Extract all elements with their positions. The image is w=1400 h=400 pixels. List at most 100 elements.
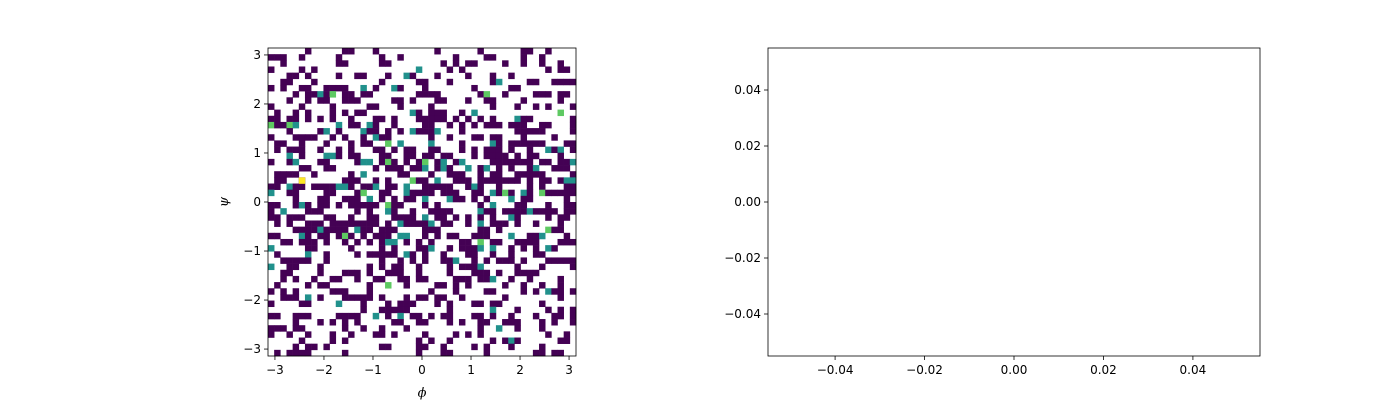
histogram-bin xyxy=(452,282,460,289)
histogram-bin xyxy=(569,78,577,86)
histogram-bin xyxy=(341,84,349,92)
histogram-bin xyxy=(354,109,361,117)
y-tick-label: 1 xyxy=(253,146,261,160)
histogram-bin xyxy=(483,195,491,203)
histogram-bin xyxy=(268,115,275,123)
histogram-bin xyxy=(366,226,374,234)
histogram-bin xyxy=(539,54,546,61)
histogram-bin xyxy=(422,121,429,129)
histogram-bin xyxy=(378,238,386,246)
histogram-bin xyxy=(415,263,423,271)
histogram-bin xyxy=(292,294,300,301)
histogram-bin xyxy=(526,115,534,123)
histogram-bin xyxy=(415,177,423,184)
histogram-bin xyxy=(378,232,386,240)
histogram-bin xyxy=(452,115,460,123)
histogram-bin xyxy=(526,140,534,147)
histogram-bin xyxy=(323,251,330,258)
histogram-bin xyxy=(360,226,367,234)
histogram-bin xyxy=(557,306,564,314)
histogram-bin xyxy=(545,146,552,154)
histogram-bin xyxy=(446,220,454,227)
histogram-bin xyxy=(274,183,281,190)
histogram-bin xyxy=(397,171,404,178)
histogram-bin xyxy=(385,220,392,227)
histogram-bin xyxy=(323,128,330,135)
histogram-bin xyxy=(415,343,423,351)
histogram-bin xyxy=(298,165,306,172)
histogram-bin xyxy=(415,238,423,246)
histogram-bin xyxy=(403,282,410,289)
histogram-bin xyxy=(532,312,540,320)
histogram-bin xyxy=(378,158,386,166)
histogram-bin xyxy=(520,288,528,295)
histogram-bin xyxy=(440,97,447,104)
histogram-bin xyxy=(366,140,374,147)
histogram-bin xyxy=(514,177,521,184)
histogram-bin xyxy=(317,91,324,98)
histogram-bin xyxy=(465,165,472,172)
histogram-bin xyxy=(354,189,361,197)
histogram-bin xyxy=(440,214,447,221)
histogram-bin xyxy=(317,115,324,123)
histogram-bin xyxy=(274,214,281,221)
histogram-bin xyxy=(335,54,343,61)
histogram-bin xyxy=(391,158,398,166)
histogram-bin xyxy=(502,220,509,227)
histogram-bin xyxy=(422,202,429,209)
histogram-bin xyxy=(514,208,521,215)
histogram-bin xyxy=(428,134,435,141)
histogram-bin xyxy=(391,251,398,258)
histogram-bin xyxy=(354,319,361,326)
histogram-bin xyxy=(545,257,552,264)
histogram-bin xyxy=(422,189,429,197)
histogram-bin xyxy=(274,312,281,320)
histogram-bin xyxy=(551,245,558,252)
histogram-bin xyxy=(348,171,355,178)
histogram-bin xyxy=(532,103,540,110)
histogram-bin xyxy=(569,121,577,129)
histogram-bin xyxy=(385,140,392,147)
histogram-bin xyxy=(471,312,478,320)
histogram-bin xyxy=(446,232,454,240)
y-tick-label: −1 xyxy=(243,244,261,258)
histogram-bin xyxy=(304,294,312,301)
histogram-bin xyxy=(539,177,546,184)
histogram-bin xyxy=(268,103,275,110)
histogram-bin xyxy=(403,251,410,258)
histogram-bin xyxy=(317,158,324,166)
histogram-bin xyxy=(378,226,386,234)
histogram-bin xyxy=(458,140,466,147)
histogram-bin xyxy=(557,275,564,283)
histogram-bin xyxy=(508,189,515,197)
histogram-bin xyxy=(403,294,410,301)
histogram-bin xyxy=(514,306,521,314)
histogram-bin xyxy=(477,245,484,252)
histogram-bin xyxy=(397,275,404,283)
histogram-bin xyxy=(508,251,515,258)
histogram-bin xyxy=(274,282,281,289)
histogram-bin xyxy=(329,152,337,160)
histogram-bin xyxy=(422,115,429,123)
histogram-bin xyxy=(563,208,571,215)
histogram-bin xyxy=(569,319,577,326)
histogram-bin xyxy=(360,220,367,227)
histogram-bin xyxy=(551,349,558,357)
histogram-bin xyxy=(409,312,417,320)
histogram-bin xyxy=(539,263,546,271)
histogram-bin xyxy=(489,121,497,129)
histogram-bin xyxy=(292,343,300,351)
histogram-bin xyxy=(446,245,454,252)
histogram-bin xyxy=(446,121,454,129)
histogram-bin xyxy=(526,78,534,86)
histogram-bin xyxy=(378,325,386,332)
histogram-bin xyxy=(354,158,361,166)
histogram-bin xyxy=(268,288,275,295)
histogram-bin xyxy=(274,349,281,357)
histogram-bin xyxy=(508,232,515,240)
histogram-bin xyxy=(329,331,337,338)
x-tick-label: −3 xyxy=(266,363,284,377)
y-tick-label: 0.00 xyxy=(734,195,761,209)
histogram-bin xyxy=(569,103,577,110)
histogram-bin xyxy=(520,128,528,135)
